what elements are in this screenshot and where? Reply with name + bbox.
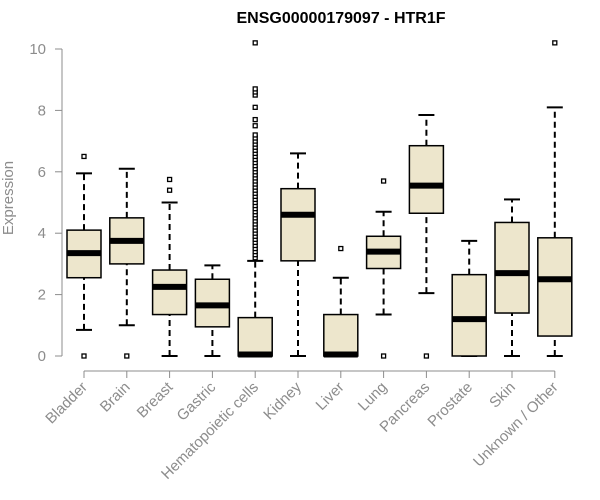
y-tick-label: 8 (38, 102, 46, 119)
y-tick-label: 2 (38, 287, 46, 304)
x-tick-label: Liver (313, 379, 348, 414)
y-tick-label: 4 (38, 225, 46, 242)
x-tick-label: Brain (97, 379, 134, 416)
box (151, 269, 188, 316)
x-tick-label: Lung (355, 379, 391, 415)
outlier-point (252, 132, 258, 138)
outlier-point (166, 176, 173, 183)
outlier-point (166, 187, 173, 193)
box (451, 273, 487, 357)
box (537, 237, 573, 337)
outlier-point (252, 123, 258, 129)
outlier-point (380, 178, 387, 184)
x-tick-label: Breast (134, 378, 177, 421)
y-tick-label: 6 (38, 164, 46, 181)
y-tick-label: 10 (29, 41, 46, 58)
outlier-point (252, 40, 258, 46)
y-axis-label: Expression (0, 161, 17, 235)
x-tick-label: Kidney (260, 378, 305, 423)
outlier-point (252, 86, 258, 92)
outlier-point (423, 353, 430, 359)
box (237, 316, 273, 357)
y-tick-label: 0 (38, 348, 46, 365)
x-tick-label: Prostate (424, 379, 476, 431)
outlier-point (552, 40, 558, 46)
outlier-point (380, 353, 387, 359)
outlier-point (252, 104, 258, 110)
box (408, 144, 445, 214)
x-tick-label: Bladder (42, 379, 91, 428)
outlier-point (252, 116, 258, 123)
outlier-point (81, 353, 87, 359)
x-tick-label: Skin (486, 379, 519, 412)
outlier-point (81, 153, 87, 160)
box (323, 313, 359, 357)
box (280, 187, 316, 262)
outlier-point (338, 245, 344, 252)
outlier-point (124, 353, 130, 359)
chart-title: ENSG00000179097 - HTR1F (237, 10, 446, 27)
box (494, 221, 530, 314)
